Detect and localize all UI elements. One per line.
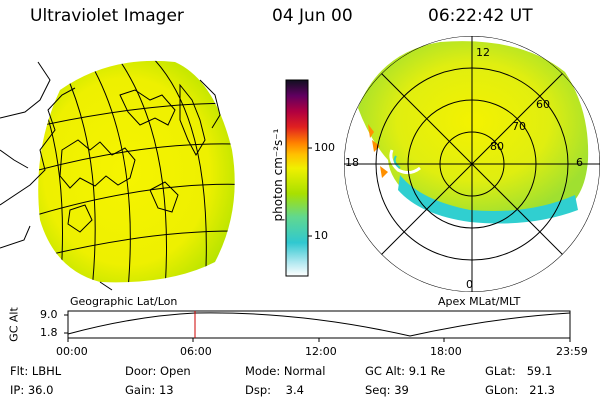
time-display: 06:22:42 UT bbox=[428, 6, 533, 26]
polar-panel-label: Apex MLat/MLT bbox=[438, 295, 521, 308]
gain-info: Gain: 13 bbox=[125, 383, 174, 397]
altitude-ylabel: GC Alt bbox=[7, 307, 21, 342]
mlt-label-18: 18 bbox=[345, 156, 359, 169]
colorbar-tick-100: 100 bbox=[314, 141, 335, 154]
mlat-label-80: 80 bbox=[490, 140, 504, 153]
mlt-label-0: 0 bbox=[466, 278, 473, 291]
mlt-label-12: 12 bbox=[476, 46, 490, 59]
mlat-label-70: 70 bbox=[512, 120, 526, 133]
colorbar-unit-label: photon cm⁻²s⁻¹ bbox=[271, 128, 285, 222]
app-title: Ultraviolet Imager bbox=[30, 6, 184, 26]
xtick-0600: 06:00 bbox=[180, 345, 212, 358]
colorbar-tick-10: 10 bbox=[314, 229, 328, 242]
altitude-ytick-9: 9.0 bbox=[40, 308, 58, 321]
geo-panel-label: Geographic Lat/Lon bbox=[70, 295, 178, 308]
xtick-1200: 12:00 bbox=[305, 345, 337, 358]
gcalt-info: GC Alt: 9.1 Re bbox=[365, 364, 446, 378]
filter-info: Flt: LBHL bbox=[10, 364, 62, 378]
glat-info: GLat: 59.1 bbox=[485, 364, 553, 378]
ip-info: IP: 36.0 bbox=[10, 383, 54, 397]
seq-info: Seq: 39 bbox=[365, 383, 409, 397]
xtick-1800: 18:00 bbox=[430, 345, 462, 358]
altitude-plot bbox=[64, 310, 571, 342]
dsp-info: Dsp: 3.4 bbox=[245, 383, 304, 397]
polar-image bbox=[344, 36, 600, 292]
geographic-image bbox=[0, 60, 235, 291]
date-display: 04 Jun 00 bbox=[272, 6, 353, 26]
xtick-0000: 00:00 bbox=[56, 345, 88, 358]
xtick-2359: 23:59 bbox=[556, 345, 588, 358]
mode-info: Mode: Normal bbox=[245, 364, 326, 378]
mlt-label-6: 6 bbox=[576, 156, 583, 169]
colorbar bbox=[285, 79, 312, 277]
glon-info: GLon: 21.3 bbox=[485, 383, 555, 397]
altitude-ytick-1.8: 1.8 bbox=[40, 326, 58, 339]
door-info: Door: Open bbox=[125, 364, 191, 378]
mlat-label-60: 60 bbox=[536, 98, 550, 111]
